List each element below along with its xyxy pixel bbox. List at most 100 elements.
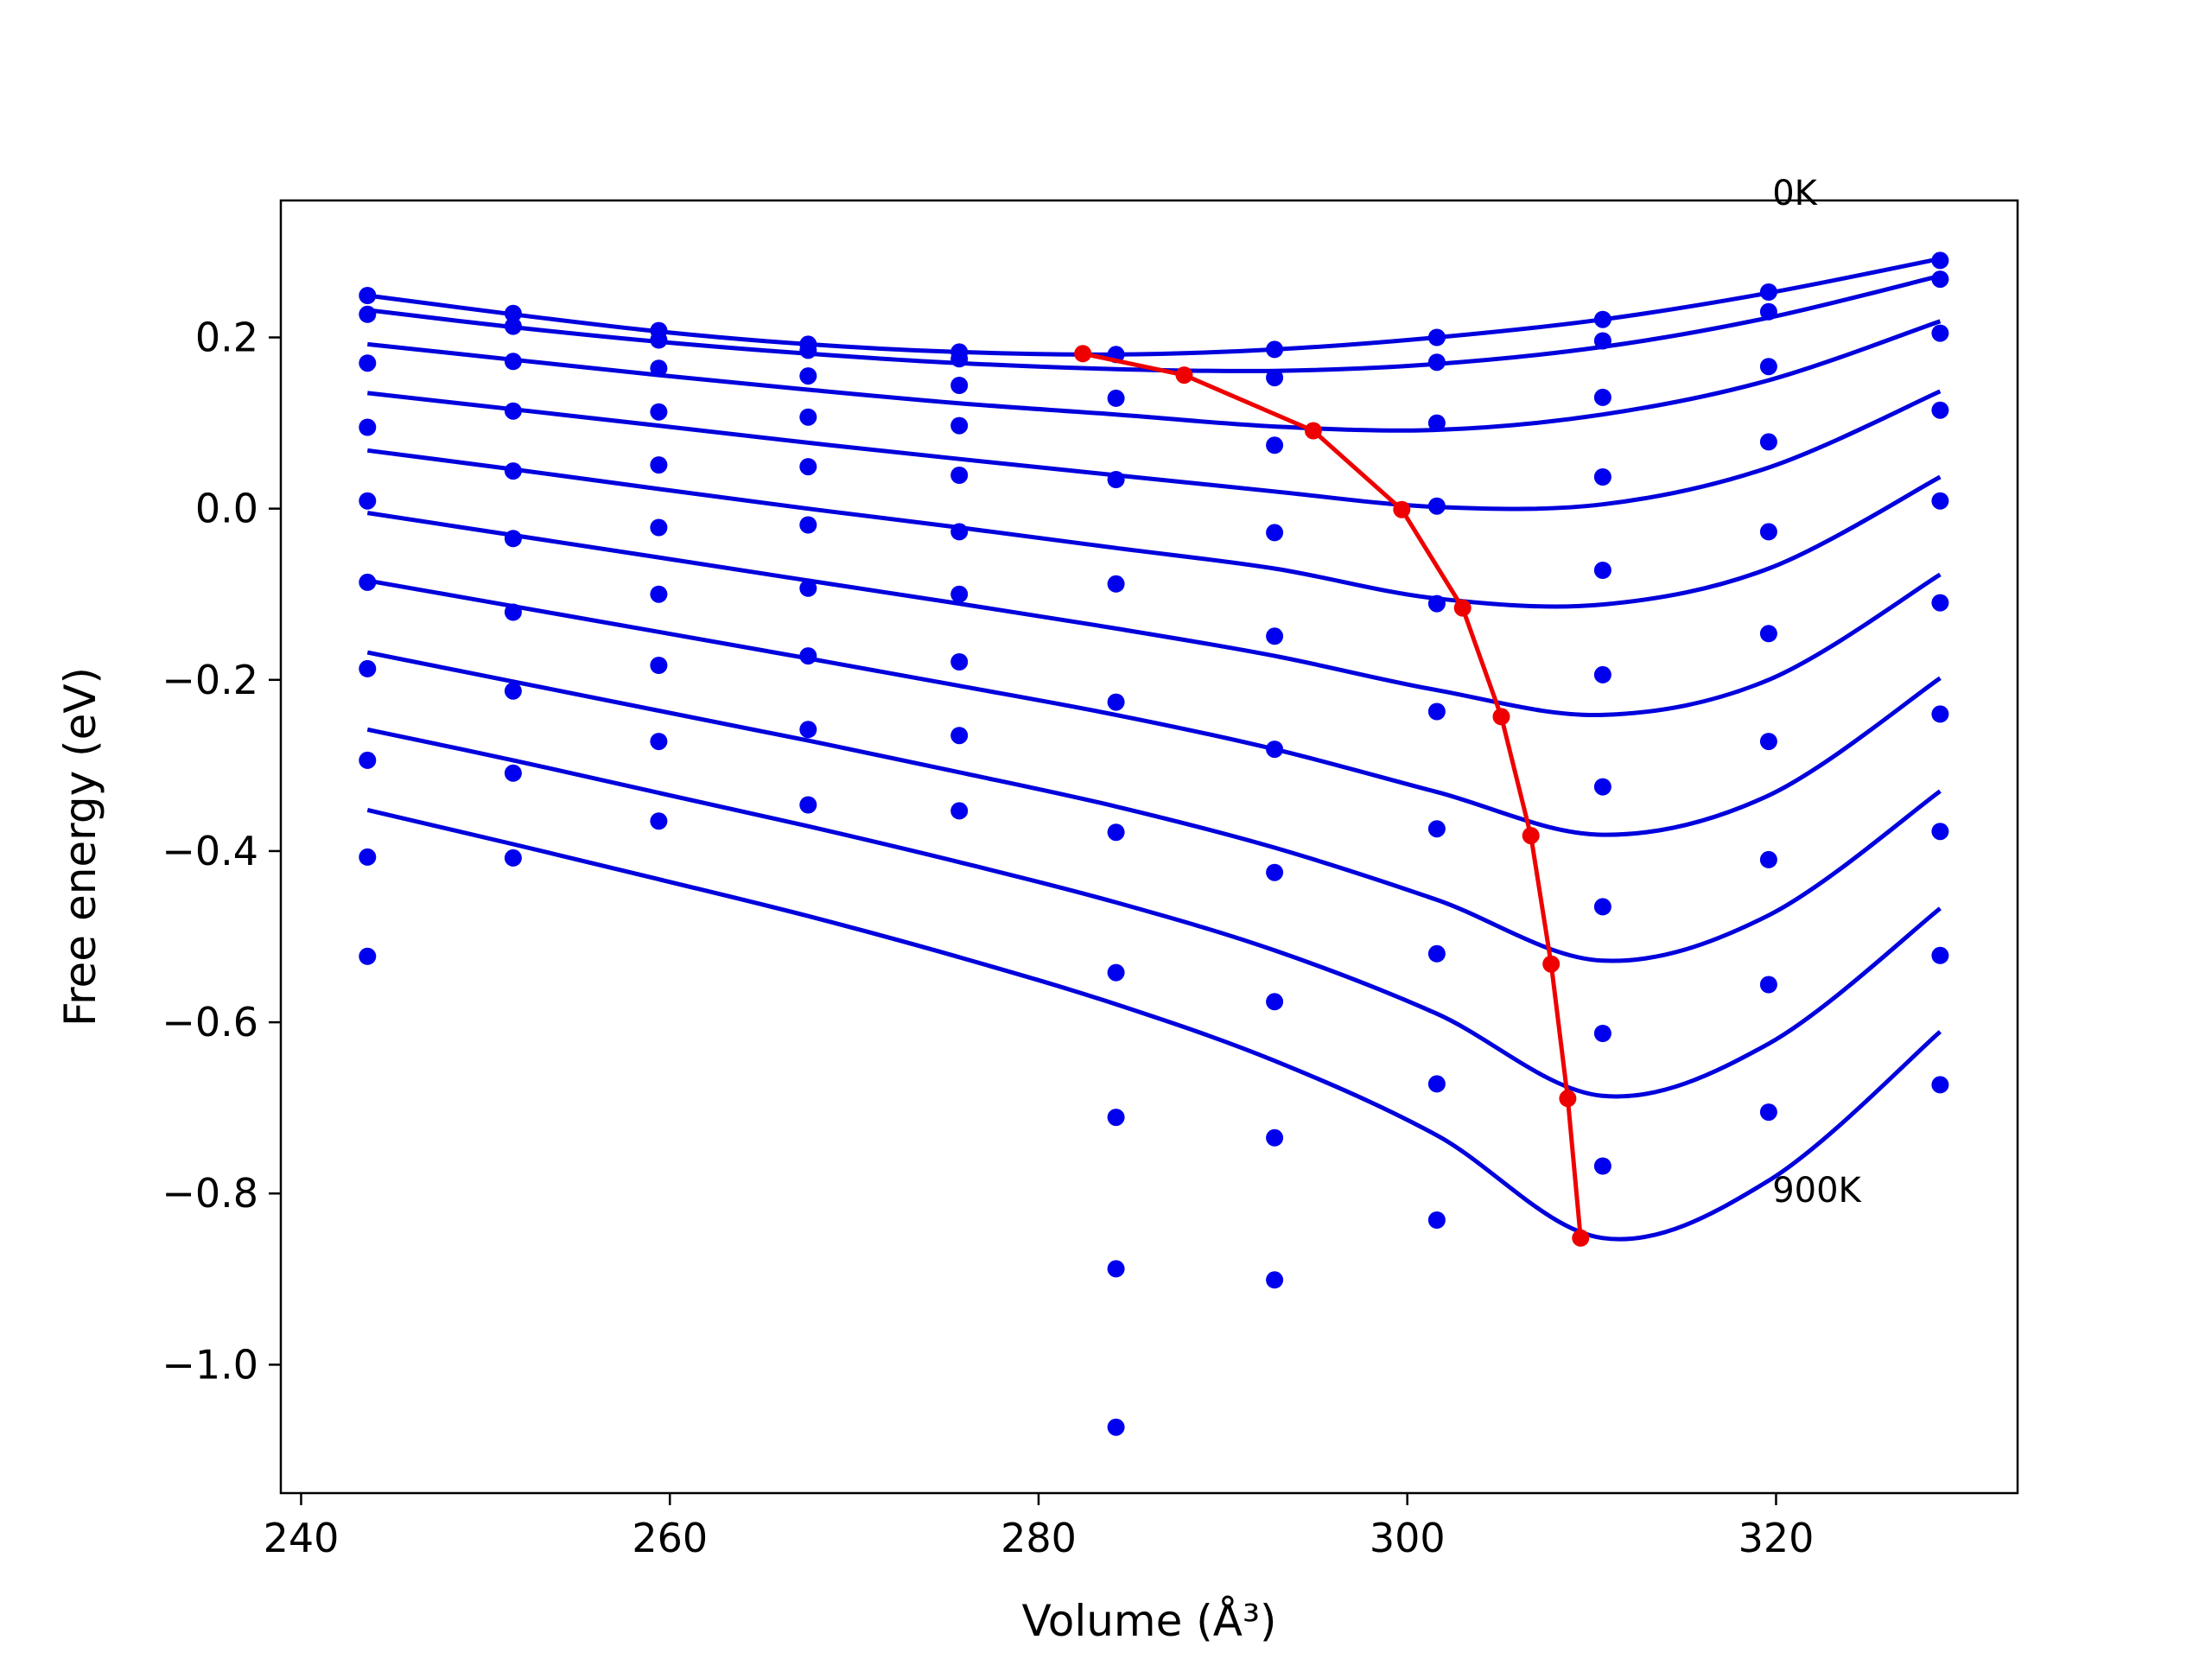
fit-curves-group (366, 256, 1942, 1242)
data-point (950, 727, 969, 745)
data-point (1931, 401, 1949, 419)
data-point (1593, 468, 1611, 486)
minimum-point (1559, 1090, 1577, 1108)
data-point (950, 523, 969, 541)
data-point (950, 350, 969, 368)
data-point (1107, 471, 1125, 488)
fit-curve-9 (366, 807, 1942, 1242)
data-point (359, 848, 377, 866)
data-point (1931, 270, 1949, 289)
plot-frame (279, 199, 2019, 1495)
data-point (950, 653, 969, 671)
data-point (1931, 324, 1949, 342)
fit-curve-7 (366, 650, 1942, 963)
data-point (1427, 820, 1446, 838)
y-tick-label: −1.0 (162, 1341, 258, 1388)
data-point (1931, 705, 1949, 723)
data-point (359, 947, 377, 965)
data-point (504, 462, 522, 480)
data-point (1593, 898, 1611, 916)
data-point (1759, 358, 1777, 376)
data-point (1427, 1075, 1446, 1093)
data-point (1759, 625, 1777, 643)
y-axis-label: Free energy (eV) (55, 667, 105, 1027)
data-point (1593, 388, 1611, 406)
data-point (650, 359, 668, 378)
data-point (1759, 283, 1777, 301)
data-point (1593, 562, 1611, 579)
x-tick-label: 240 (264, 1515, 340, 1561)
x-axis-ticks: 240 260 280 300 320 (264, 1493, 1814, 1561)
data-point (1266, 340, 1284, 359)
data-point (504, 402, 522, 420)
data-point (799, 647, 817, 665)
minimum-point (1304, 422, 1322, 440)
data-point (1427, 1211, 1446, 1229)
data-point (650, 585, 668, 603)
data-point (799, 458, 817, 476)
data-point (359, 354, 377, 372)
data-point (1593, 332, 1611, 350)
data-point (1759, 523, 1777, 541)
minimum-point (1393, 500, 1411, 518)
data-point (1931, 251, 1949, 270)
data-point (504, 603, 522, 621)
data-point (650, 518, 668, 537)
data-point (799, 516, 817, 534)
y-tick-label: −0.8 (162, 1170, 258, 1217)
y-tick-label: 0.0 (195, 486, 258, 532)
minimum-point (1522, 827, 1540, 845)
data-point (799, 796, 817, 814)
data-point (1266, 1128, 1284, 1147)
minimum-point (1074, 345, 1092, 363)
data-point (1107, 693, 1125, 711)
data-point (1759, 850, 1777, 868)
y-tick-label: −0.6 (162, 999, 258, 1046)
data-point (504, 764, 522, 782)
data-point (799, 341, 817, 359)
data-point (1427, 353, 1446, 372)
data-point (1427, 944, 1446, 963)
data-point (1107, 389, 1125, 407)
data-point (650, 812, 668, 830)
fit-curve-8 (366, 727, 1942, 1099)
data-point (504, 530, 522, 548)
data-point (1427, 497, 1446, 515)
data-point (359, 659, 377, 677)
data-point (1266, 863, 1284, 881)
x-tick-label: 260 (632, 1515, 708, 1561)
minimum-path-line (1082, 351, 1583, 1239)
data-point (504, 353, 522, 371)
data-point (359, 287, 377, 304)
data-point (1759, 1103, 1777, 1122)
data-point (1759, 733, 1777, 751)
y-tick-label: 0.2 (195, 315, 258, 361)
data-point (1266, 369, 1284, 387)
x-tick-label: 280 (1001, 1515, 1077, 1561)
data-point (950, 802, 969, 820)
x-tick-label: 300 (1370, 1515, 1446, 1561)
data-point (359, 418, 377, 436)
data-point (1266, 627, 1284, 645)
data-point (650, 403, 668, 421)
data-point (650, 331, 668, 349)
minimum-point (1542, 955, 1560, 973)
data-point (650, 657, 668, 674)
minimum-point (1492, 708, 1510, 726)
data-point (504, 849, 522, 867)
data-point (504, 682, 522, 700)
annotation-900k: 900K (1772, 1171, 1862, 1211)
minimum-point (1572, 1229, 1590, 1247)
data-point (1931, 492, 1949, 510)
data-point (1759, 976, 1777, 994)
minimum-point (1175, 366, 1193, 385)
data-point (1107, 575, 1125, 593)
data-point (1266, 741, 1284, 759)
data-point (359, 305, 377, 323)
data-point (1931, 823, 1949, 841)
data-point (799, 367, 817, 385)
data-point (650, 456, 668, 474)
data-point (1931, 1076, 1949, 1094)
data-point (1107, 823, 1125, 842)
